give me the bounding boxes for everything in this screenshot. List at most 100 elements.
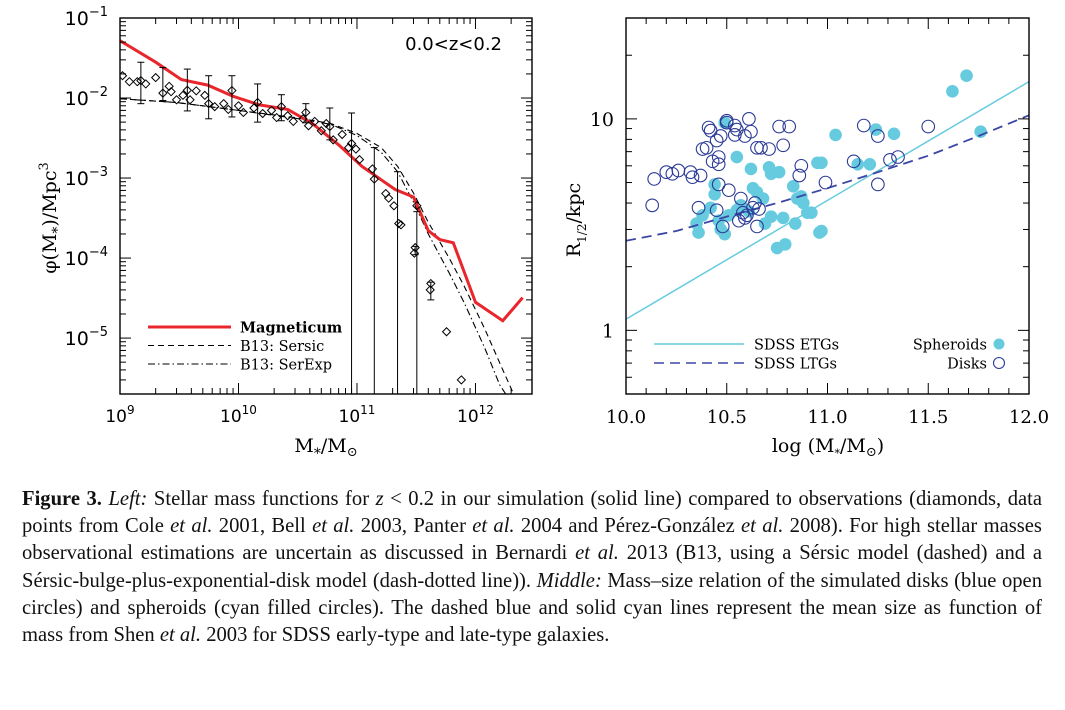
disk-point (782, 119, 797, 134)
disk-point (691, 200, 706, 215)
tick-base: 10 (65, 8, 89, 30)
y-tick-label: 1 (602, 320, 614, 342)
right-y-axis-label: R1/2/kpc (563, 183, 589, 257)
left-axis-ticks (119, 17, 533, 395)
disk-point (731, 213, 746, 228)
observation-diamond (325, 121, 335, 132)
disk-point (752, 202, 766, 216)
spheroid-point (776, 211, 790, 225)
x-tick-label: 1012 (457, 403, 494, 427)
observation-diamond (425, 285, 435, 295)
spheroid-point (829, 128, 842, 142)
observation-diamond (303, 121, 314, 131)
disk-point (742, 112, 756, 126)
disk-point (695, 142, 710, 156)
observation-diamond (227, 85, 237, 96)
disk-point (792, 168, 807, 183)
disk-point (734, 191, 748, 206)
caption-text: 2003, Panter (354, 515, 473, 538)
caption-italic: et al. (312, 515, 355, 538)
right-y-tick-labels: 10 1 (590, 109, 614, 342)
spheroid-point (764, 210, 778, 223)
observation-diamond (141, 79, 151, 89)
spheroid-point (960, 69, 973, 83)
observation-diamond (351, 144, 361, 154)
left-x-axis-label: M*/M⊙ (294, 435, 357, 462)
caption-label: Figure 3. (22, 488, 102, 510)
left-plot-frame (119, 17, 533, 395)
y-tick-label: 10−1 (65, 5, 108, 30)
caption-text: 2008). For high stellar masses observati… (22, 515, 1042, 565)
disk-point (871, 177, 885, 192)
observation-diamond (337, 129, 347, 140)
x-tick-label: 10.0 (606, 407, 646, 428)
disk-point (713, 129, 728, 143)
disk-point (921, 119, 936, 134)
right-axis-ticks (625, 17, 1030, 395)
disk-point (794, 158, 809, 173)
caption-italic: Middle: (536, 569, 602, 592)
disk-point (891, 150, 905, 164)
disk-point (719, 115, 734, 130)
legend-spheroid-marker (993, 338, 1005, 350)
disk-point (685, 170, 700, 185)
disk-point (715, 219, 730, 234)
caption-italic: et al. (159, 624, 202, 647)
observation-diamond (409, 248, 420, 258)
tick-exponent: −5 (89, 325, 108, 340)
y-tick-label: 10−3 (65, 165, 108, 190)
left-y-axis-label: φ(M*)/Mpc3 (37, 162, 66, 274)
figure-caption: Figure 3. Left: Stellar mass functions f… (22, 486, 1042, 649)
y-tick-label: 10−5 (65, 325, 108, 350)
spheroid-point (786, 179, 800, 193)
disk-point (740, 208, 754, 223)
disk-point (738, 211, 752, 225)
spheroid-point (756, 192, 770, 205)
tick-base: 10 (457, 407, 479, 427)
tick-base: 10 (105, 407, 127, 427)
observation-diamond (166, 86, 176, 97)
tick-exponent: 12 (479, 403, 494, 417)
legend-label: Spheroids (913, 338, 987, 354)
caption-italic: et al. (741, 515, 784, 538)
spheroid-point (744, 162, 758, 176)
legend-label: SDSS ETGs (754, 338, 839, 354)
observation-diamond (298, 114, 308, 124)
observation-diamond (412, 201, 422, 211)
legend-label: Disks (947, 357, 987, 373)
y-tick-label: 10−2 (65, 85, 108, 110)
spheroid-point (946, 85, 959, 98)
x-tick-label: 11.0 (807, 407, 847, 428)
observation-diamond (136, 75, 146, 86)
observation-diamond (200, 90, 210, 101)
observation-diamond (310, 116, 320, 127)
x-tick-label: 10.5 (707, 407, 747, 428)
observation-diamond (346, 138, 357, 149)
spheroid-point (805, 206, 818, 220)
observation-diamond (249, 103, 259, 113)
tick-exponent: −2 (89, 85, 108, 100)
disk-point (818, 175, 833, 190)
tick-base: 10 (220, 407, 242, 427)
disk-point (772, 119, 786, 134)
right-x-axis-label: log (M*/M⊙) (772, 435, 884, 460)
observation-diamond (367, 164, 378, 174)
x-tick-label: 109 (105, 403, 134, 427)
series-line-b13-sersic (120, 98, 515, 394)
right-plot-marks (626, 69, 1029, 320)
tick-base: 10 (65, 248, 89, 270)
spheroid-point (797, 196, 810, 210)
caption-italic: et al. (170, 515, 213, 538)
spheroid-point (887, 127, 901, 141)
observation-diamond (182, 85, 193, 95)
left-plot-marks (120, 39, 524, 394)
disk-point (776, 138, 791, 153)
observation-diamond (426, 278, 436, 289)
caption-italic: et al. (472, 515, 515, 538)
legend-label: Magneticum (240, 320, 343, 337)
disk-point (693, 168, 708, 183)
caption-text: 2004 and Pérez-González (514, 515, 742, 538)
disk-point (846, 154, 861, 169)
left-legend: Magneticum B13: Sersic B13: SerExp (148, 320, 343, 374)
left-x-tick-labels: 109 1010 1011 1012 (105, 403, 494, 427)
